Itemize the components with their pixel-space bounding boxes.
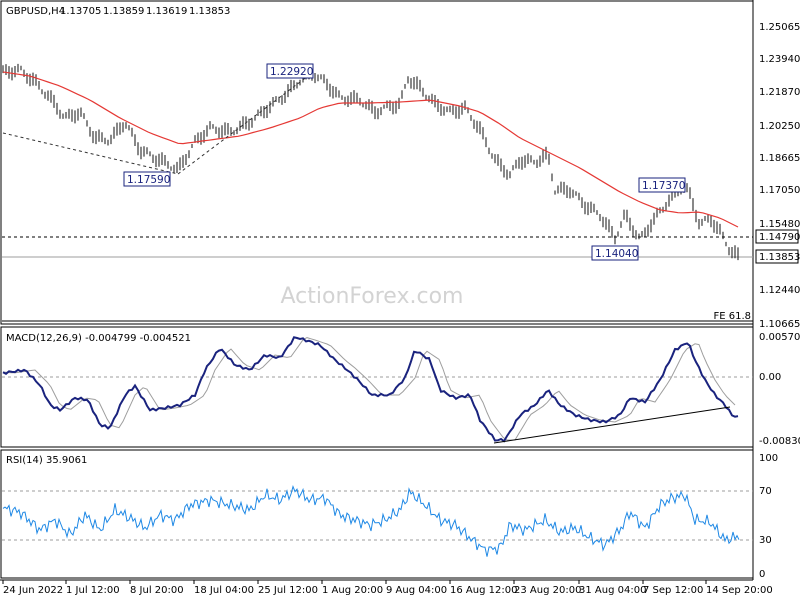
price-tag-current: 1.13853: [755, 249, 800, 264]
price-tick: 1.10665: [759, 319, 800, 330]
svg-text:1.14790: 1.14790: [759, 232, 800, 243]
svg-text:1.14040: 1.14040: [595, 248, 638, 260]
price-tick: 1.21870: [759, 87, 800, 98]
trendline-dashed: [2, 132, 179, 175]
ohlc-close: 1.13853: [189, 6, 230, 17]
macd-title: MACD(12,26,9) -0.004799 -0.004521: [6, 333, 191, 344]
x-tick: 25 Jul 12:00: [258, 585, 318, 596]
macd-signal-line: [2, 337, 736, 441]
macd-y-axis: 0.005708 0.00 -0.008308: [759, 332, 800, 447]
ohlc-readout: 1.13705 1.13859 1.13619 1.13853: [60, 6, 230, 17]
price-tick: 1.17050: [759, 185, 800, 196]
annotation-high-jul: 1.22920: [266, 63, 314, 79]
ohlc-open: 1.13705: [60, 6, 101, 17]
rsi-tick: 0: [759, 569, 765, 580]
x-tick: 14 Sep 20:00: [706, 585, 773, 596]
x-tick-marks: [2, 580, 707, 584]
macd-trendline: [493, 406, 731, 444]
x-tick: 7 Sep 12:00: [643, 585, 703, 596]
price-title: GBPUSD,H4: [6, 6, 65, 17]
rsi-title: RSI(14) 35.9061: [6, 455, 87, 466]
price-tag-level: 1.14790: [755, 229, 800, 244]
rsi-line: [2, 485, 740, 557]
annotation-low-sep: 1.14040: [591, 245, 639, 261]
ohlc-high: 1.13859: [103, 6, 144, 17]
macd-panel: [0, 326, 754, 448]
macd-tick: -0.008308: [759, 436, 800, 447]
price-tick: 1.23940: [759, 54, 800, 65]
price-tick: 1.20250: [759, 121, 800, 132]
rsi-tick: 30: [759, 535, 772, 546]
x-tick: 18 Jul 04:00: [194, 585, 254, 596]
svg-text:1.17370: 1.17370: [642, 180, 685, 192]
rsi-panel: [0, 449, 754, 579]
x-axis: 24 Jun 2022 1 Jul 12:00 8 Jul 20:00 18 J…: [3, 585, 773, 596]
x-tick: 9 Aug 04:00: [386, 585, 447, 596]
svg-text:1.17590: 1.17590: [127, 174, 170, 186]
moving-average-line: [2, 71, 739, 228]
price-tick: 1.15480: [759, 219, 800, 230]
annotation-high-sep: 1.17370: [638, 177, 686, 193]
x-tick: 1 Jul 12:00: [66, 585, 120, 596]
x-tick: 16 Aug 12:00: [450, 585, 517, 596]
price-y-axis: 1.25065 1.23940 1.21870 1.20250 1.18665 …: [759, 22, 800, 330]
rsi-tick: 100: [759, 453, 778, 464]
price-tick: 1.12440: [759, 285, 800, 296]
macd-tick: 0.005708: [759, 332, 800, 343]
annotation-low-jul: 1.17590: [123, 171, 171, 187]
macd-line: [2, 336, 739, 443]
macd-tick: 0.00: [759, 372, 781, 383]
x-tick: 23 Aug 20:00: [514, 585, 581, 596]
x-tick: 8 Jul 20:00: [130, 585, 184, 596]
rsi-tick: 70: [759, 486, 772, 497]
ohlc-low: 1.13619: [146, 6, 187, 17]
price-bars: [2, 63, 739, 261]
price-panel: [0, 0, 754, 325]
price-tick: 1.18665: [759, 153, 800, 164]
fe-label: FE 61.8: [713, 311, 751, 322]
svg-text:1.22920: 1.22920: [270, 66, 313, 78]
x-tick: 24 Jun 2022: [3, 585, 63, 596]
rsi-y-axis: 100 70 30 0: [759, 453, 778, 580]
trendline-dashed: [177, 72, 313, 175]
x-tick: 31 Aug 04:00: [579, 585, 646, 596]
watermark: ActionForex.com: [281, 284, 464, 309]
price-tick: 1.25065: [759, 22, 800, 33]
svg-text:1.13853: 1.13853: [759, 252, 800, 263]
x-tick: 1 Aug 20:00: [322, 585, 383, 596]
